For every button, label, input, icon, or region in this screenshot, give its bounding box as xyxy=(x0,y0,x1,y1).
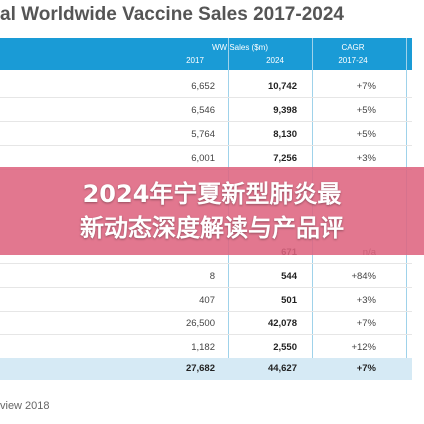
cell-cagr: +12% xyxy=(351,342,376,353)
table-title: al Worldwide Vaccine Sales 2017-2024 xyxy=(0,4,344,25)
table-row: 26,500 42,078 +7% xyxy=(0,312,412,335)
header-2024: 2024 xyxy=(266,56,284,65)
cell-2024: 2,550 xyxy=(273,342,297,353)
cell-2017: 6,001 xyxy=(191,153,215,164)
table-row: 6,546 9,398 +5% xyxy=(0,99,412,122)
cell-cagr: +7% xyxy=(356,318,376,329)
total-2017: 27,682 xyxy=(185,363,215,374)
cell-cagr: +7% xyxy=(356,81,376,92)
cell-2017: 6,652 xyxy=(191,81,215,92)
total-cagr: +7% xyxy=(356,363,376,374)
cell-2017: 5,764 xyxy=(191,129,215,140)
cell-2024: 42,078 xyxy=(267,318,297,329)
table-row: 1,182 2,550 +12% xyxy=(0,336,412,359)
header-group-label: WW Sales ($m) xyxy=(212,43,268,52)
cell-2017: 1,182 xyxy=(191,342,215,353)
source-caption: view 2018 xyxy=(0,400,50,412)
header-cagr-period: 2017-24 xyxy=(338,56,368,65)
cell-2024: 9,398 xyxy=(273,105,297,116)
cell-cagr: +84% xyxy=(351,271,376,282)
headline-banner: 2024年宁夏新型肺炎最 新动态深度解读与产品评 xyxy=(0,167,424,255)
table-row: 407 501 +3% xyxy=(0,289,412,312)
cell-2017: 26,500 xyxy=(185,318,215,329)
table-row: 8 544 +84% xyxy=(0,265,412,288)
headline-line-2: 新动态深度解读与产品评 xyxy=(80,214,344,242)
headline-line-1: 2024年宁夏新型肺炎最 xyxy=(82,180,342,208)
cell-2024: 7,256 xyxy=(273,153,297,164)
cell-2024: 501 xyxy=(281,295,297,306)
cell-2017: 6,546 xyxy=(191,105,215,116)
cell-cagr: +3% xyxy=(356,153,376,164)
total-2024: 44,627 xyxy=(267,363,297,374)
total-row: 27,682 44,627 +7% xyxy=(0,358,412,380)
cell-cagr: +5% xyxy=(356,129,376,140)
cell-cagr: +3% xyxy=(356,295,376,306)
table-header: WW Sales ($m) 2017 2024 CAGR 2017-24 xyxy=(0,38,412,70)
table-row: 5,764 8,130 +5% xyxy=(0,123,412,146)
header-cagr: CAGR xyxy=(341,43,365,52)
table-row: 6,652 10,742 +7% xyxy=(0,75,412,98)
cell-2024: 10,742 xyxy=(267,81,297,92)
cell-2024: 8,130 xyxy=(273,129,297,140)
header-2017: 2017 xyxy=(186,56,204,65)
cell-2017: 407 xyxy=(199,295,215,306)
cell-2017: 8 xyxy=(209,271,215,282)
cell-cagr: +5% xyxy=(356,105,376,116)
cell-2024: 544 xyxy=(281,271,297,282)
